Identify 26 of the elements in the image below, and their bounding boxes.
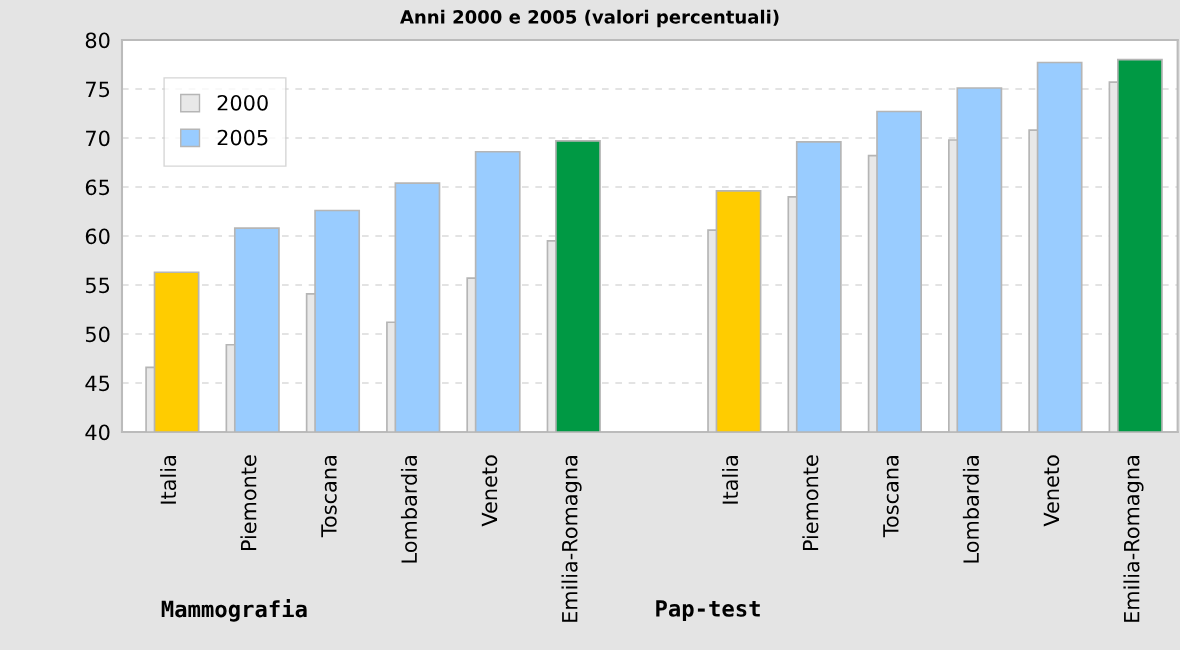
x-tick-label: Lombardia bbox=[962, 456, 979, 563]
x-tick-label: Emilia-Romagna bbox=[1123, 456, 1144, 622]
y-tick-label: 70 bbox=[86, 130, 110, 147]
y-tick-label: 55 bbox=[85, 277, 110, 294]
x-tick-label: Veneto bbox=[481, 455, 498, 527]
y-tick-label: 45 bbox=[85, 375, 110, 392]
text: Pap-test bbox=[656, 600, 760, 622]
y-tick-label: 50 bbox=[85, 326, 110, 343]
x-tick-label: Italia bbox=[160, 456, 177, 504]
x-tick-label: Emilia-Romagna bbox=[561, 456, 582, 622]
chart-title: Anni 2000 e 2005 (valori percentuali) bbox=[400, 9, 779, 28]
y-tick-label: 65 bbox=[85, 179, 110, 196]
text: Mammografia bbox=[161, 599, 307, 622]
x-tick-label: Italia bbox=[722, 456, 739, 504]
x-tick-label: Veneto bbox=[1043, 455, 1060, 527]
x-tick-label: Toscana bbox=[883, 456, 899, 538]
y-tick-label: 40 bbox=[85, 424, 110, 441]
y-tick-label: 75 bbox=[86, 81, 110, 98]
legend-label: 2000 bbox=[217, 94, 268, 111]
x-tick-label: Lombardia bbox=[400, 456, 418, 563]
x-tick-label: Toscana bbox=[321, 456, 337, 538]
y-tick-label: 80 bbox=[85, 32, 110, 49]
x-tick-label: Piemonte bbox=[802, 455, 819, 551]
y-tick-label: 60 bbox=[85, 228, 110, 245]
x-tick-label: Piemonte bbox=[240, 455, 257, 551]
legend-label: 2005 bbox=[217, 129, 268, 146]
